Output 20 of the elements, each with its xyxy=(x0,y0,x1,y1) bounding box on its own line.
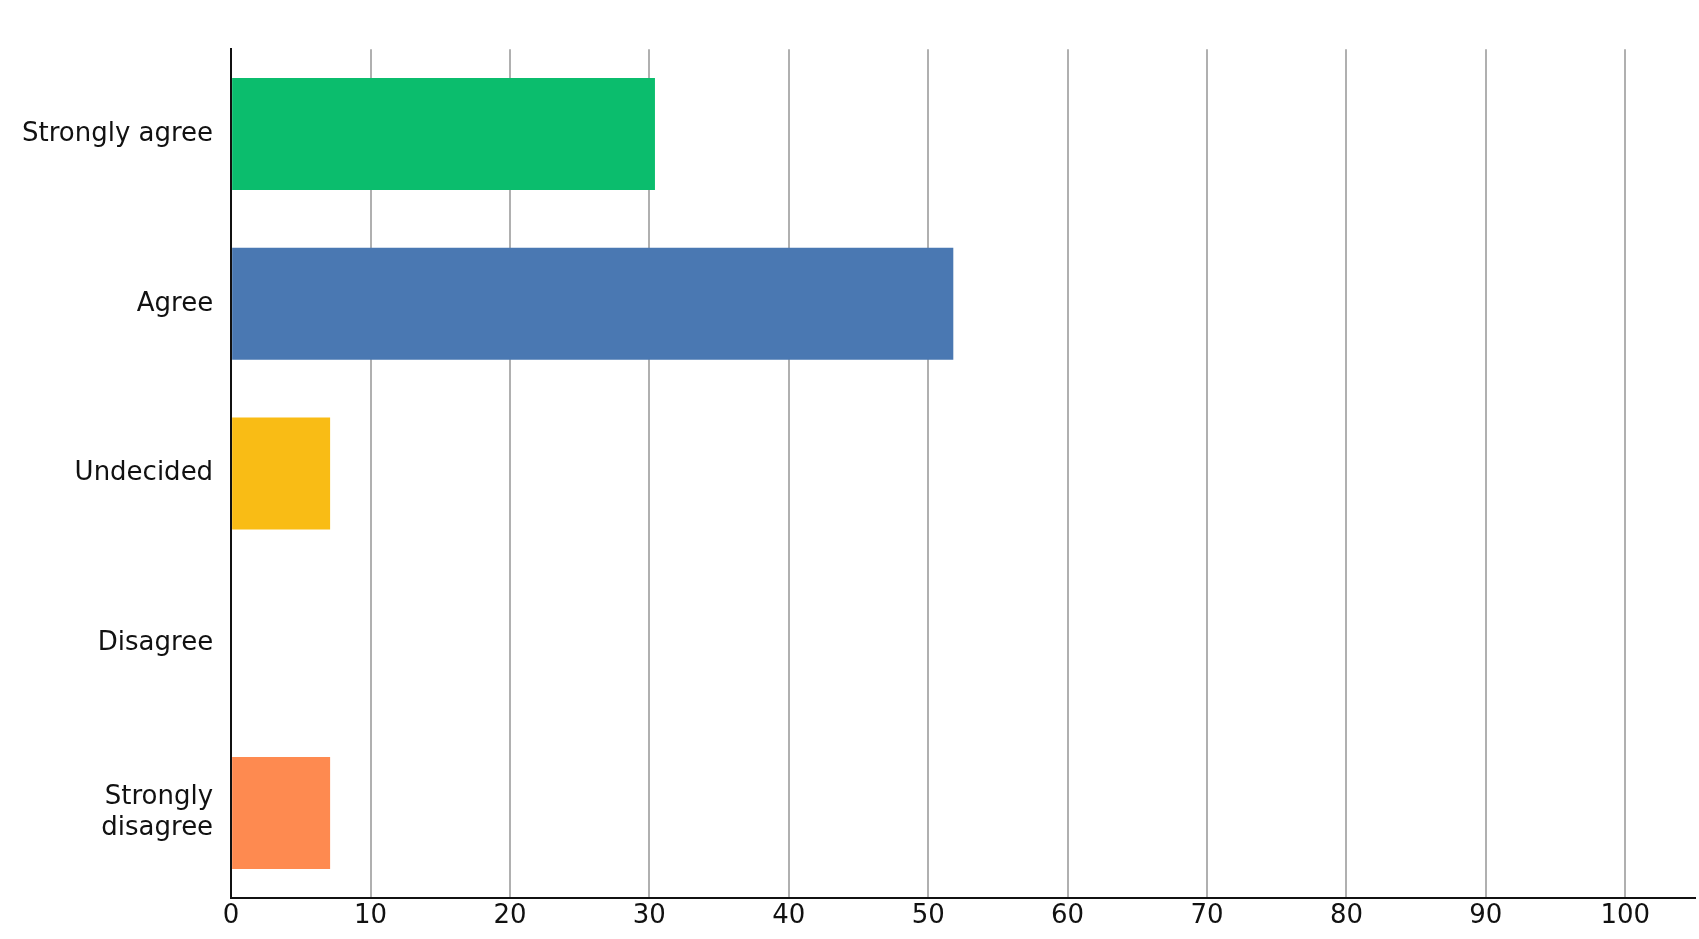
y-tick-label: Strongly disagree xyxy=(101,780,214,842)
bar xyxy=(232,417,331,530)
x-tick-label: 60 xyxy=(1051,899,1085,930)
x-tick-label: 70 xyxy=(1190,899,1224,930)
x-tick-label: 90 xyxy=(1469,899,1503,930)
y-tick-label: Disagree xyxy=(97,625,214,656)
x-tick-label: 20 xyxy=(493,899,527,930)
x-tick-label: 50 xyxy=(911,899,945,930)
y-tick-label: Strongly agree xyxy=(21,116,214,147)
x-tick-label: 100 xyxy=(1600,899,1651,930)
y-tick-label: Undecided xyxy=(74,456,214,487)
x-tick-label: 10 xyxy=(354,899,388,930)
x-tick-label: 40 xyxy=(772,899,806,930)
x-tick-label: 30 xyxy=(632,899,666,930)
x-tick-label: 0 xyxy=(222,899,240,930)
bar xyxy=(232,78,655,191)
bar xyxy=(232,247,954,360)
y-tick-label: Agree xyxy=(136,286,214,317)
bar xyxy=(232,756,331,869)
x-tick-label: 80 xyxy=(1329,899,1364,930)
